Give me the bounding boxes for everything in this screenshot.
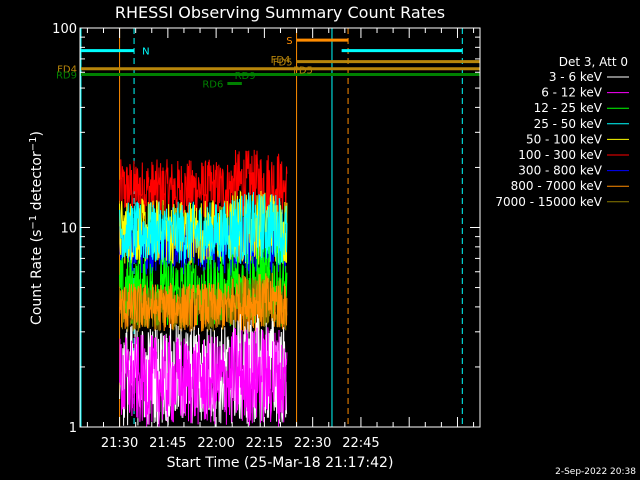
- series-line-7: [119, 272, 288, 332]
- x-axis: 21:30 21:45 22:00 22:15 22:30 22:45: [86, 28, 475, 451]
- legend-entry: 300 - 800 keV: [518, 164, 602, 178]
- flag-label: FD4: [57, 65, 77, 76]
- flag-label: FD5: [293, 65, 313, 76]
- legend-title: Det 3, Att 0: [559, 55, 628, 69]
- legend-entry: 800 - 7000 keV: [511, 179, 603, 193]
- y-axis-label: Count Rate (s−1 detector−1): [28, 131, 46, 325]
- flag-label: FD5: [273, 58, 293, 69]
- legend-entry: 25 - 50 keV: [534, 117, 603, 131]
- x-tick-label: 22:45: [342, 436, 379, 451]
- series-line-1: [119, 327, 288, 427]
- series-line-3: [119, 191, 288, 265]
- legend-entry: 6 - 12 keV: [541, 86, 603, 100]
- chart-title: RHESSI Observing Summary Count Rates: [115, 3, 445, 22]
- series-line-4: [119, 189, 288, 265]
- flag-label: RD9: [235, 71, 256, 82]
- y-tick-label: 1: [69, 421, 77, 436]
- flag-label: RD6: [202, 79, 223, 90]
- flag-label: RD9: [56, 70, 77, 81]
- y-tick-label: 10: [60, 222, 77, 237]
- legend-entry: 100 - 300 keV: [518, 148, 602, 162]
- x-axis-label: Start Time (25-Mar-18 21:17:42): [167, 455, 394, 471]
- legend-entry: 7000 - 15000 keV: [495, 195, 602, 209]
- x-tick-label: 22:00: [197, 436, 234, 451]
- x-tick-label: 21:45: [149, 436, 186, 451]
- flag-label: S: [286, 36, 292, 47]
- x-tick-label: 22:15: [246, 436, 283, 451]
- legend-entry: 12 - 25 keV: [534, 101, 603, 115]
- y-axis: 1 10 100: [52, 22, 480, 436]
- flag-label: FD4: [271, 55, 291, 66]
- series-line-5: [119, 149, 288, 219]
- x-tick-label: 22:30: [294, 436, 331, 451]
- legend-entry: 50 - 100 keV: [526, 132, 603, 146]
- date-stamp: 2-Sep-2022 20:38: [555, 467, 636, 477]
- flag-label: N: [142, 47, 149, 58]
- legend-entry: 3 - 6 keV: [549, 70, 603, 84]
- y-tick-label: 100: [52, 22, 77, 37]
- x-tick-label: 21:30: [101, 436, 138, 451]
